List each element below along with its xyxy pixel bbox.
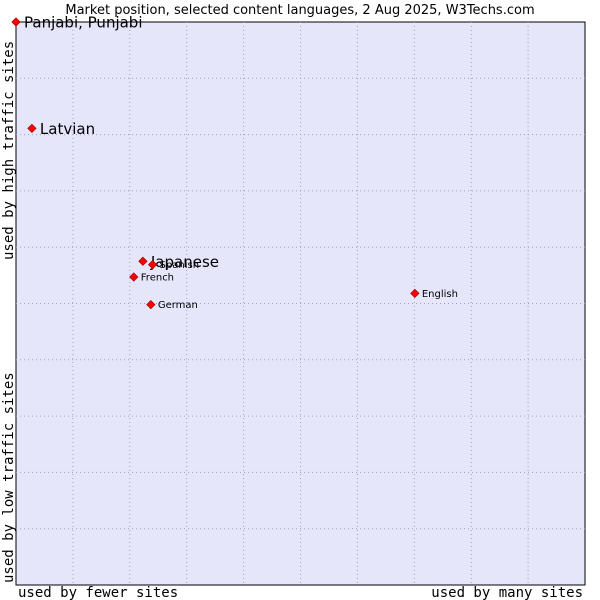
grid xyxy=(16,22,585,585)
point-marker-japanese xyxy=(138,256,148,266)
point-marker-french xyxy=(129,272,139,282)
point-marker-panjabi-punjabi xyxy=(11,17,21,27)
x-axis-label-many: used by many sites xyxy=(431,585,583,600)
point-label-panjabi-punjabi: Panjabi, Punjabi xyxy=(24,14,143,32)
point-marker-latvian xyxy=(27,123,37,134)
y-axis-label-low: used by low traffic sites xyxy=(1,372,17,583)
point-label-japanese: Japanese xyxy=(150,253,219,271)
point-label-german: German xyxy=(158,300,198,311)
chart-title: Market position, selected content langua… xyxy=(65,3,534,18)
point-label-latvian: Latvian xyxy=(40,120,95,138)
y-axis-label-high: used by high traffic sites xyxy=(1,41,17,260)
point-label-english: English xyxy=(422,289,458,300)
point-label-french: French xyxy=(141,273,174,284)
point-marker-german xyxy=(146,300,156,310)
point-marker-english xyxy=(410,288,420,298)
x-axis-label-fewer: used by fewer sites xyxy=(18,585,178,600)
point-marker-spanish xyxy=(147,260,158,270)
point-label-spanish: Spanish xyxy=(160,260,200,271)
